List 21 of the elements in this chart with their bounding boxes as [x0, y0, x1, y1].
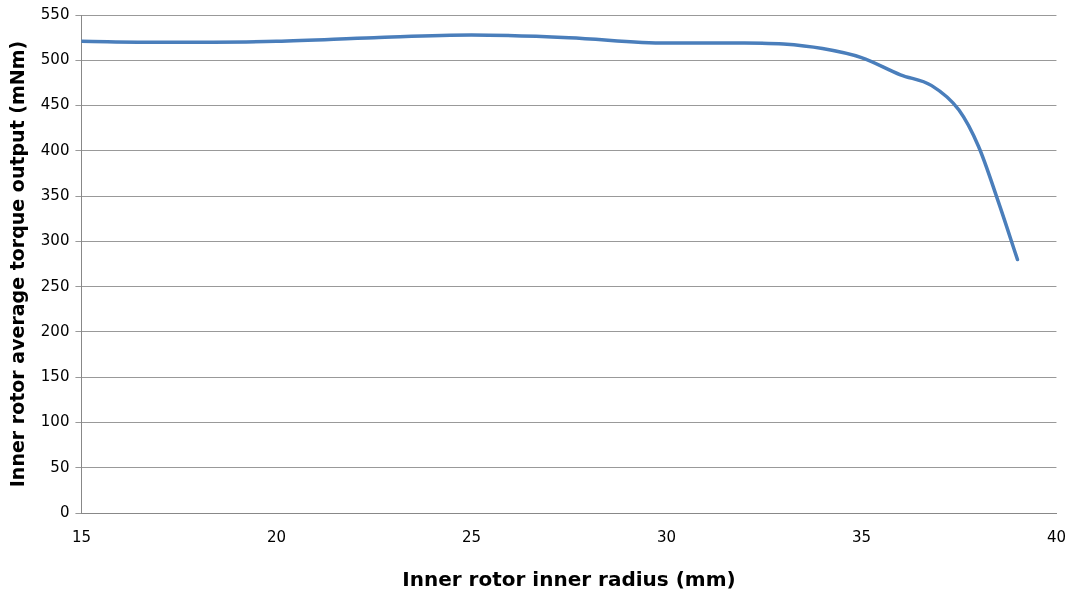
y-tick-label: 200 — [40, 321, 70, 340]
x-axis-title: Inner rotor inner radius (mm) — [402, 567, 736, 592]
y-tick-label: 500 — [40, 50, 70, 69]
y-tick-label: 50 — [50, 457, 70, 476]
x-tick-label: 25 — [461, 527, 481, 546]
y-tick-label: 250 — [40, 276, 70, 295]
line-series — [81, 33, 1020, 262]
y-tick-label: 0 — [59, 502, 70, 521]
y-tick-label: 150 — [40, 367, 70, 386]
y-tick-label: 100 — [40, 412, 70, 431]
y-tick-label: 450 — [40, 95, 70, 114]
y-tick-label: 400 — [40, 140, 70, 159]
x-tick-label: 35 — [851, 527, 871, 546]
y-tick-label: 350 — [40, 185, 70, 204]
y-axis-title: Inner rotor average torque output (mNm) — [6, 40, 29, 488]
x-tick-label: 20 — [266, 527, 286, 546]
x-tick-label: 40 — [1046, 527, 1066, 546]
y-tick-label: 550 — [40, 4, 70, 23]
y-tick-label: 300 — [40, 231, 70, 250]
x-tick-label: 30 — [656, 527, 676, 546]
x-tick-label: 15 — [71, 527, 91, 546]
